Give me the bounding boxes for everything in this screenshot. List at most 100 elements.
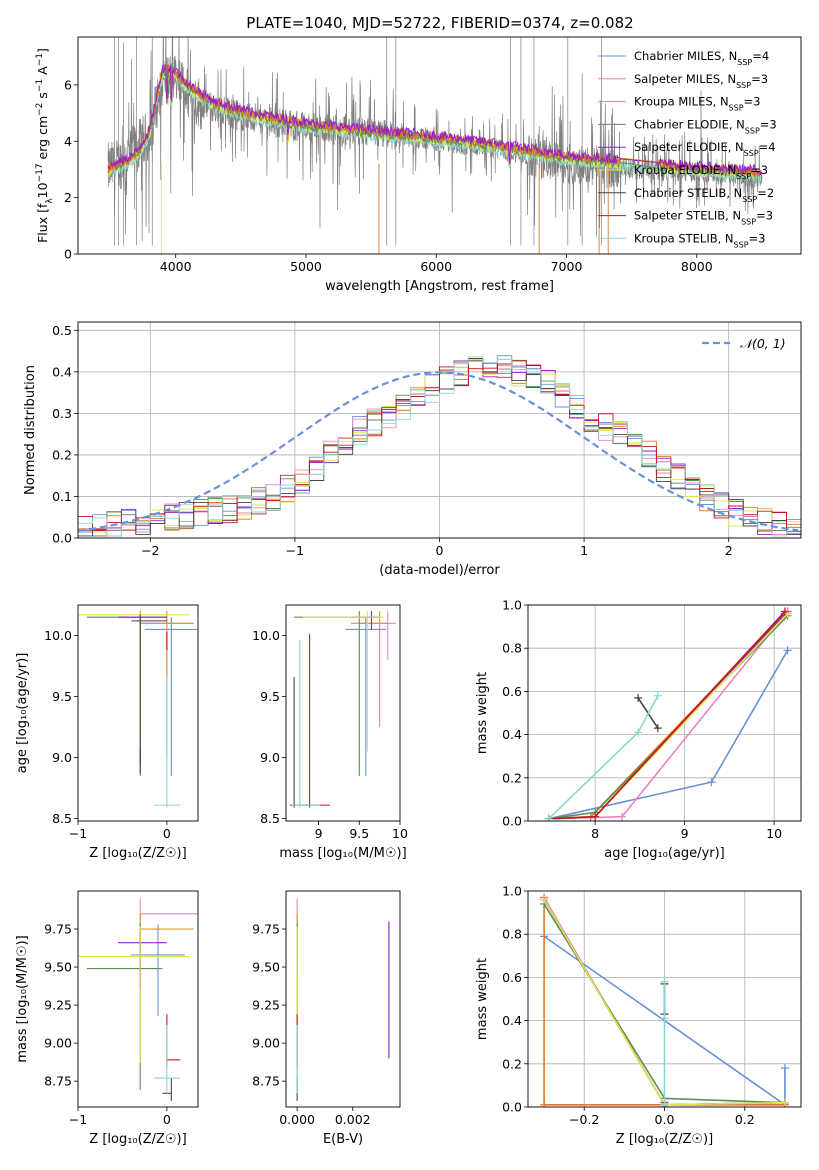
- marker-kroupa-miles: [540, 1100, 549, 1107]
- y-tick-label: 9.50: [44, 960, 72, 975]
- x-tick-label: 1: [580, 543, 588, 558]
- legend-text-suffix: =3: [744, 95, 761, 109]
- y-axis-label-part: −1: [35, 53, 45, 66]
- mass-vs-Z-axes: −1 0 8.75 9.00 9.25 9.50 9.75 Z [log₁₀(Z/Z☉)] ma…: [15, 890, 199, 1147]
- line-salpeter-miles: [548, 610, 789, 820]
- y-tick-label: 0.2: [502, 770, 522, 785]
- y-tick-label: 1.0: [502, 598, 522, 613]
- mass-vs-EBV-plot-area: [296, 898, 390, 1101]
- y-axis-label-part: 10: [35, 182, 50, 198]
- x-axis-label: wavelength [Angstrom, rest frame]: [325, 279, 554, 294]
- legend-text-sub: SSP: [729, 103, 744, 112]
- y-axis-label: mass [log₁₀(M/M☉)]: [15, 935, 30, 1062]
- marker-kroupa-stelib: [653, 691, 662, 700]
- legend-text-suffix: =3: [760, 117, 777, 131]
- y-axis-label: mass weight: [475, 958, 490, 1040]
- y-axis-label: Normed distribution: [23, 365, 38, 495]
- legend-text-sub: SSP: [745, 126, 760, 135]
- x-axis-label: Z [log₁₀(Z/Z☉)]: [616, 1132, 713, 1147]
- x-tick-label: 9.5: [349, 826, 369, 841]
- x-tick-label: −0.2: [569, 1112, 599, 1127]
- legend-text-suffix: =3: [756, 209, 773, 223]
- marker-kroupa-stelib: [544, 814, 553, 821]
- y-axis-label-part: −17: [35, 163, 45, 182]
- marker-chabrier-stelib: [653, 724, 662, 733]
- y-tick-label: 0.0: [52, 531, 72, 546]
- marker-kroupa-stelib: [660, 1100, 669, 1107]
- y-tick-label: 0.5: [52, 323, 72, 338]
- y-axis-label: Flux [fλ10−17 erg cm−2 s−1 A−1]: [35, 48, 55, 243]
- axes-frame: [527, 604, 802, 822]
- x-tick-label: 0: [163, 1112, 171, 1127]
- massweight-vs-Z-plot-area: [540, 893, 789, 1107]
- axes-frame: [285, 604, 401, 822]
- x-axis-label: E(B-V): [323, 1132, 363, 1147]
- line-kroupa-elodie: [548, 613, 789, 820]
- massweight-vs-age-plot-area: [544, 607, 792, 821]
- x-tick-label: 6000: [420, 259, 452, 274]
- legend-text: Salpeter ELODIE, N: [634, 140, 744, 154]
- y-tick-label: 9.25: [252, 998, 280, 1013]
- y-tick-label: 0.8: [502, 927, 522, 942]
- x-tick-label: 5000: [290, 259, 322, 274]
- y-axis-label-part: A: [35, 66, 50, 79]
- y-tick-label: 0.2: [502, 1056, 522, 1071]
- legend-text-sub: SSP: [736, 172, 751, 181]
- legend-text: Salpeter MILES, N: [634, 72, 736, 86]
- y-tick-label: 0: [64, 247, 72, 262]
- spectrum-plot-area: [107, 37, 763, 254]
- legend-text-suffix: =2: [757, 186, 774, 200]
- model-spectrum: [107, 64, 763, 176]
- x-tick-label: 9: [681, 826, 689, 841]
- y-tick-label: 0.4: [502, 1013, 522, 1028]
- legend-label-kroupa-stelib: Kroupa STELIB, NSSP=3: [634, 231, 765, 249]
- x-axis-label: age [log₁₀(age/yr)]: [604, 846, 725, 861]
- x-tick-label: 0.002: [335, 1112, 371, 1127]
- y-tick-label: 10.0: [252, 628, 280, 643]
- x-axis-label: mass [log₁₀(M/M☉)]: [279, 846, 406, 861]
- marker-kroupa-stelib: [660, 1014, 669, 1023]
- legend-label-kroupa-miles: Kroupa MILES, NSSP=3: [634, 95, 760, 113]
- legend-text-suffix: =4: [752, 49, 769, 63]
- legend-label-salpeter-elodie: Salpeter ELODIE, NSSP=4: [634, 140, 776, 158]
- legend-text-sub: SSP: [737, 58, 752, 67]
- legend-text: Chabrier MILES, N: [634, 49, 737, 63]
- y-tick-label: 9.25: [44, 998, 72, 1013]
- legend-text: Chabrier ELODIE, N: [634, 117, 745, 131]
- legend-label-chabrier-elodie: Chabrier ELODIE, NSSP=3: [634, 117, 777, 135]
- y-axis-label-part: λ: [45, 198, 55, 204]
- y-axis-label: age [log₁₀(age/yr)]: [15, 653, 30, 774]
- marker-kroupa-stelib: [660, 977, 669, 986]
- mass-vs-Z-plot-area: [78, 898, 198, 1101]
- y-tick-label: 9.5: [52, 689, 72, 704]
- x-tick-label: 9: [315, 826, 323, 841]
- age-vs-mass-axes: 9 9.5 10 8.5 9.0 9.5 10.0 mass [log₁₀(M/M☉)]: [252, 604, 408, 861]
- legend-label-normal: 𝒩(0, 1): [740, 336, 786, 351]
- y-tick-label: 8.75: [44, 1074, 72, 1089]
- legend-text-suffix: =3: [749, 231, 766, 245]
- y-tick-label: 9.75: [252, 922, 280, 937]
- y-axis-label: mass weight: [475, 672, 490, 754]
- legend-label-salpeter-stelib: Salpeter STELIB, NSSP=3: [634, 209, 773, 227]
- y-tick-label: 8.5: [52, 811, 72, 826]
- legend-text: Kroupa STELIB, N: [634, 231, 734, 245]
- figure-title: PLATE=1040, MJD=52722, FIBERID=0374, z=0…: [246, 14, 633, 32]
- x-axis-label: Z [log₁₀(Z/Z☉)]: [89, 1132, 186, 1147]
- legend-text: Kroupa ELODIE, N: [634, 163, 736, 177]
- line-kroupa-stelib: [548, 695, 659, 820]
- y-tick-label: 0.6: [502, 684, 522, 699]
- y-tick-label: 0.6: [502, 970, 522, 985]
- legend-text-suffix: =4: [759, 140, 776, 154]
- marker-chabrier-stelib: [634, 693, 643, 702]
- massweight-vs-age-axes: 8 9 10 0.0 0.2 0.4 0.6 0.8 1.0 age [log₁₀(age/yr)…: [475, 598, 802, 861]
- legend-text-sub: SSP: [741, 217, 756, 226]
- axes-frame: [77, 36, 802, 255]
- marker-chabrier-miles: [780, 1064, 789, 1073]
- histogram-chabrier-stelib: [78, 358, 801, 538]
- marker-salpeter-miles: [617, 812, 626, 821]
- y-tick-label: 9.0: [260, 750, 280, 765]
- y-tick-label: 0.4: [502, 727, 522, 742]
- y-tick-label: 0.0: [502, 1100, 522, 1115]
- x-tick-label: −2: [141, 543, 159, 558]
